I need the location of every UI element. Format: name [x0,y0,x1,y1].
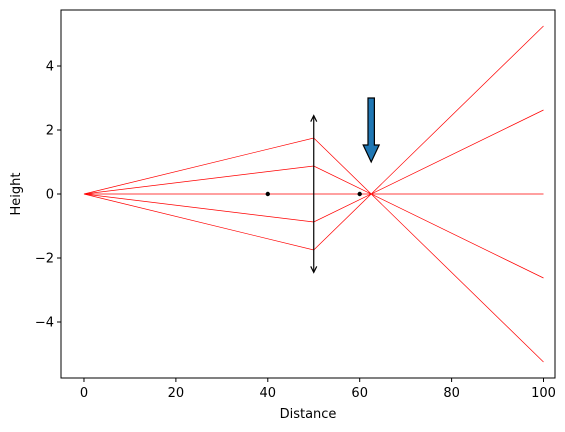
x-tick-label: 80 [443,386,460,401]
lens-group [310,114,318,274]
focal-point-1 [265,191,270,197]
y-tick-label: 2 [46,124,54,139]
x-tick-label: 40 [260,386,277,401]
lens-bottom-arrowhead [310,266,318,274]
y-tick-label: −4 [35,316,54,331]
focal-point-2 [357,191,362,197]
y-axis-ticks: −4 −2 0 2 4 [35,60,61,331]
x-axis-ticks: 0 20 40 60 80 100 [80,378,556,401]
x-tick-label: 0 [80,386,88,401]
image-arrow-group [362,97,381,164]
x-tick-label: 100 [531,386,556,401]
focal-points-group [265,191,362,197]
lens-top-arrowhead [310,114,318,122]
x-axis-label: Distance [280,407,337,422]
y-tick-label: 0 [46,188,54,203]
y-tick-label: −2 [35,252,54,267]
y-axis-label: Height [9,173,24,216]
y-tick-label: 4 [46,60,54,75]
image-arrow [362,97,381,164]
x-tick-label: 20 [168,386,185,401]
x-tick-label: 60 [351,386,368,401]
